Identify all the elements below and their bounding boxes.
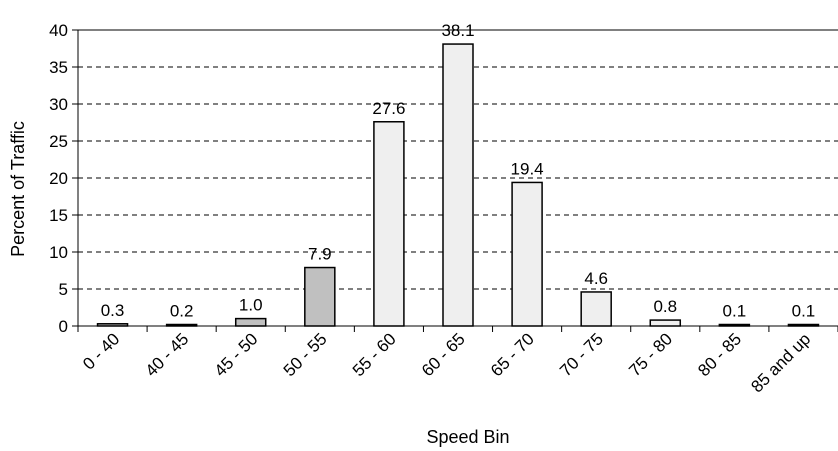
bar (511, 181, 543, 327)
x-tick-label: 55 - 60 (349, 329, 400, 380)
x-axis-title: Speed Bin (426, 427, 509, 447)
y-tick-label: 25 (49, 132, 68, 151)
y-tick-label: 40 (49, 21, 68, 40)
data-label: 38.1 (441, 21, 474, 40)
x-tick-label: 85 and up (747, 329, 814, 396)
bar (304, 266, 336, 327)
data-label: 4.6 (584, 269, 608, 288)
y-axis-title: Percent of Traffic (8, 121, 28, 257)
bar (580, 291, 612, 327)
x-tick-label: 65 - 70 (487, 329, 538, 380)
x-tick-label: 75 - 80 (625, 329, 676, 380)
y-tick-label: 35 (49, 58, 68, 77)
x-tick-labels: 0 - 40 40 - 45 45 - 50 50 - 55 55 - 60 60 - 6… (79, 329, 814, 396)
y-tick-label: 10 (49, 243, 68, 262)
x-tick-label: 60 - 65 (418, 329, 469, 380)
data-label: 27.6 (372, 99, 405, 118)
x-tick-label: 40 - 45 (142, 329, 193, 380)
data-label: 1.0 (239, 296, 263, 315)
axes (72, 29, 838, 332)
data-labels: 0.3 0.2 1.0 7.9 27.6 38.1 19.4 4.6 0.8 0.1 0.1 (101, 21, 816, 320)
data-label: 0.3 (101, 301, 125, 320)
data-label: 0.1 (792, 302, 816, 321)
data-label: 19.4 (511, 159, 544, 178)
x-tick-label: 45 - 50 (211, 329, 262, 380)
bar (373, 121, 405, 327)
data-label: 0.8 (653, 297, 677, 316)
y-tick-label: 0 (59, 317, 68, 336)
x-tick-label: 80 - 85 (694, 329, 745, 380)
y-tick-labels: 0 5 10 15 20 25 30 35 40 (49, 21, 68, 336)
y-tick-label: 20 (49, 169, 68, 188)
x-tick-label: 50 - 55 (280, 329, 331, 380)
x-tick-label: 70 - 75 (556, 329, 607, 380)
bar (442, 43, 474, 327)
y-tick-label: 15 (49, 206, 68, 225)
bar (649, 319, 682, 327)
y-tick-label: 5 (59, 280, 68, 299)
x-tick-label: 0 - 40 (79, 329, 123, 373)
bar (234, 317, 267, 327)
data-label: 0.2 (170, 302, 194, 321)
data-label: 7.9 (308, 245, 332, 264)
data-label: 0.1 (723, 302, 747, 321)
bars (96, 43, 820, 327)
y-tick-label: 30 (49, 95, 68, 114)
